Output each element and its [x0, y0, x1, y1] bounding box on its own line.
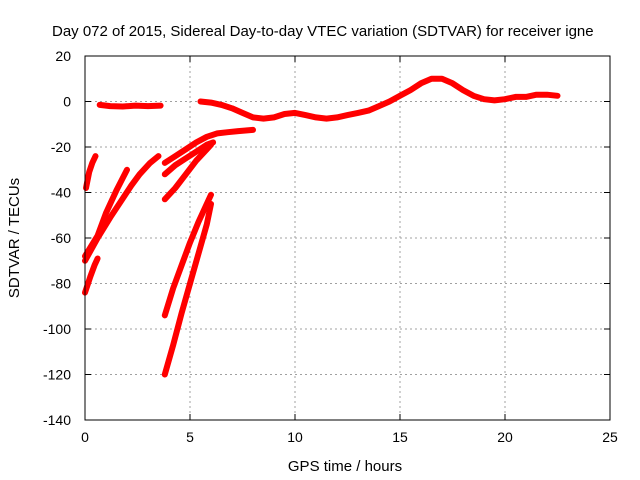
- x-tick-label: 25: [602, 429, 618, 445]
- y-tick-label: -80: [51, 276, 71, 292]
- series-line-11: [161, 200, 214, 378]
- x-tick-label: 0: [81, 429, 89, 445]
- y-tick-label: 20: [55, 48, 71, 64]
- y-axis-label: SDTVAR / TECUs: [6, 178, 23, 298]
- y-tick-label: -120: [43, 367, 71, 383]
- x-axis-label: GPS time / hours: [288, 458, 402, 475]
- chart-title: Day 072 of 2015, Sidereal Day-to-day VTE…: [52, 23, 594, 40]
- plot-frame: [84, 55, 611, 421]
- series-line-9: [161, 141, 214, 203]
- series-line-3: [83, 153, 99, 191]
- series-line-10: [161, 191, 214, 319]
- x-tick-label: 15: [392, 429, 408, 445]
- x-tick-label: 5: [186, 429, 194, 445]
- x-tick-label: 20: [497, 429, 513, 445]
- series-line-7: [161, 126, 256, 166]
- y-tick-label: 0: [63, 94, 71, 110]
- data-series: [82, 75, 561, 378]
- x-tick-label: 10: [287, 429, 303, 445]
- y-tick-label: -20: [51, 139, 71, 155]
- y-tick-label: -100: [43, 321, 71, 337]
- grid-lines: [85, 56, 610, 420]
- y-tick-label: -60: [51, 230, 71, 246]
- series-line-6: [82, 255, 101, 296]
- y-tick-label: -40: [51, 185, 71, 201]
- y-tick-label: -140: [43, 412, 71, 428]
- series-line-2: [197, 75, 561, 122]
- series-line-5: [82, 166, 130, 260]
- series-line-4: [82, 153, 162, 264]
- series-line-1: [96, 101, 164, 110]
